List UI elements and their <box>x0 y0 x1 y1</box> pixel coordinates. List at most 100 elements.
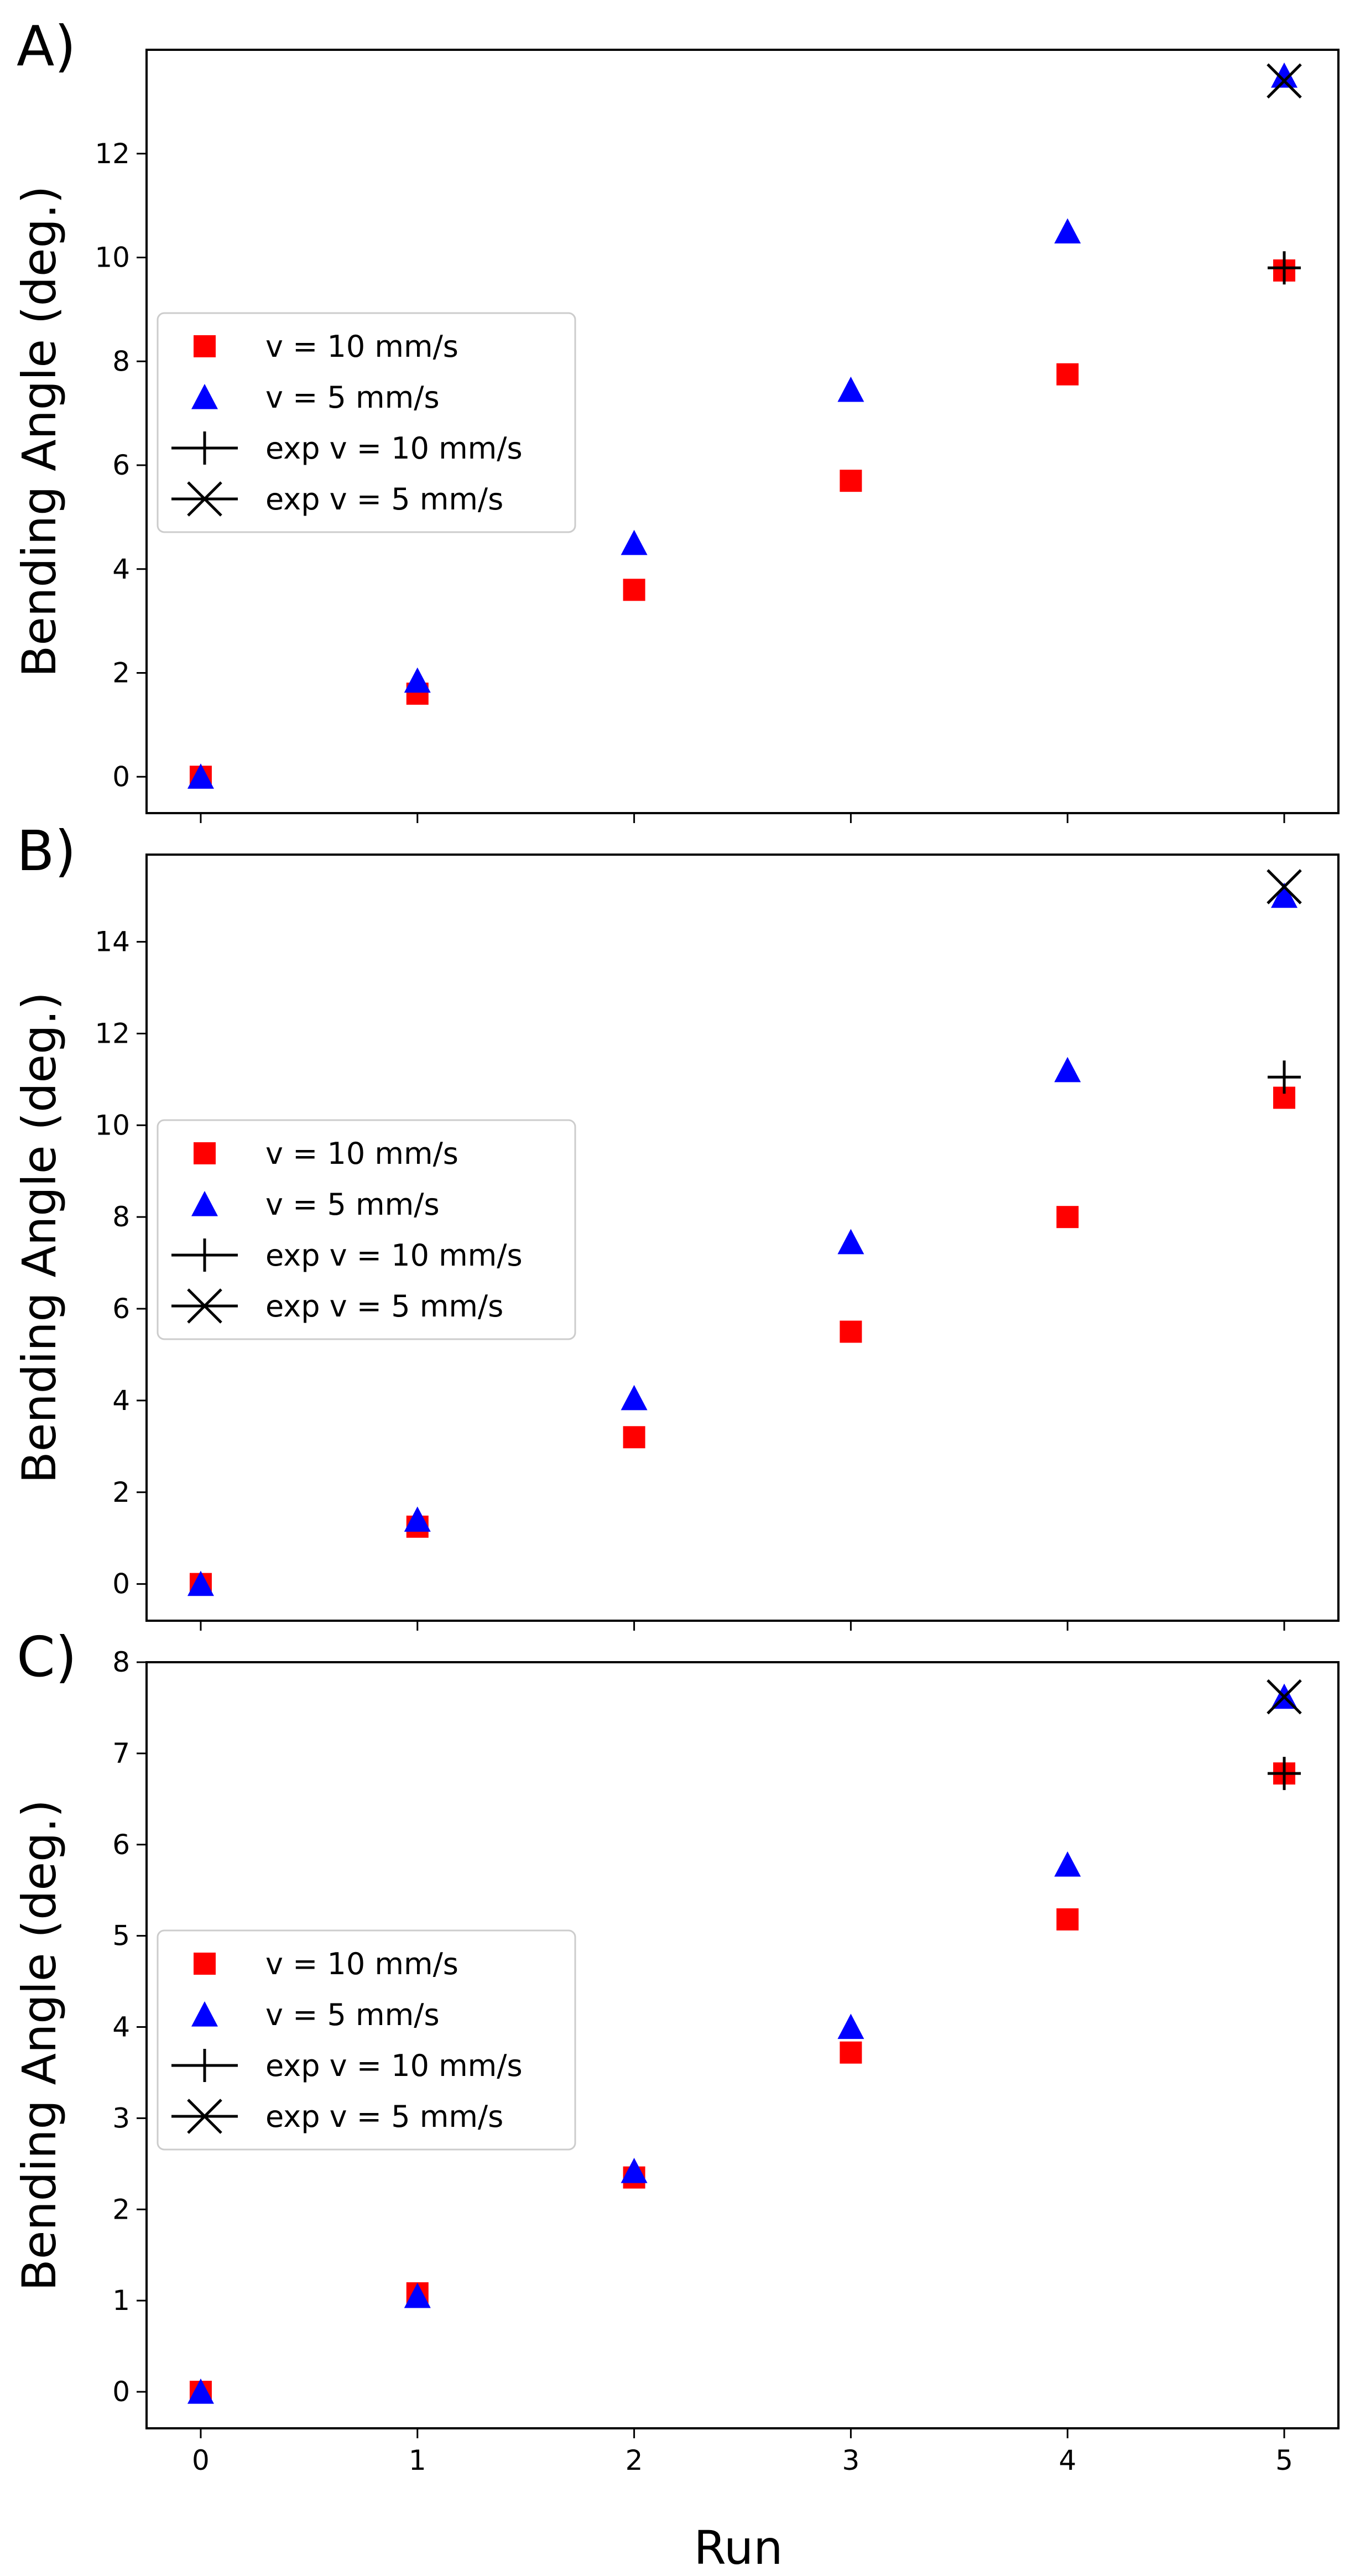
panel-b-y-tick-label: 2 <box>112 1476 130 1508</box>
panel-b-legend-marker <box>188 1238 221 1272</box>
panel-c-x-tick-label: 2 <box>626 2444 643 2476</box>
panel-a-series-3 <box>1267 63 1302 99</box>
panel-a-y-tick-label: 4 <box>112 553 130 585</box>
panel-c-legend-label: v = 10 mm/s <box>265 1947 458 1981</box>
panel-c-legend-label: exp v = 5 mm/s <box>265 2099 503 2134</box>
panel-c-label: C) <box>17 1625 77 1689</box>
panel-c-legend-label: v = 5 mm/s <box>265 1997 440 2032</box>
panel-c-legend-marker <box>188 2049 221 2082</box>
panel-b-legend-label: v = 10 mm/s <box>265 1136 458 1171</box>
panel-b-point <box>1054 1057 1081 1083</box>
panel-b-y-tick-label: 8 <box>112 1201 130 1233</box>
panel-b-y-tick-label: 0 <box>112 1568 130 1600</box>
panel-b-point <box>404 1506 431 1532</box>
panel-c-point <box>404 2282 431 2308</box>
panel-a-y-tick-label: 8 <box>112 345 130 377</box>
panel-c-point <box>837 2013 864 2039</box>
panel-c-x-tick-label: 1 <box>409 2444 426 2476</box>
panel-b-y-axis-title: Bending Angle (deg.) <box>12 992 66 1484</box>
panel-c-y-tick-label: 8 <box>112 1646 130 1678</box>
panel-b-y-tick-label: 10 <box>95 1109 130 1141</box>
panel-b-point <box>1268 1060 1301 1094</box>
panel-a-point <box>840 470 862 492</box>
panel-b-legend-label: exp v = 10 mm/s <box>265 1238 523 1273</box>
panel-b-legend-marker <box>194 1142 216 1164</box>
panel-c-x-tick-label: 4 <box>1059 2444 1076 2476</box>
panel-c-axes-frame <box>145 1661 1340 2429</box>
panel-c-y-axis-title: Bending Angle (deg.) <box>12 1799 66 2291</box>
panel-a-y-tick-label: 6 <box>112 449 130 481</box>
panel-a-point <box>1267 63 1302 99</box>
panel-a-y-tick-label: 10 <box>95 242 130 274</box>
panel-c-series-3 <box>1267 1679 1302 1715</box>
panel-c-point <box>840 2041 862 2064</box>
panel-a-y-tick-label: 12 <box>95 138 130 170</box>
panel-c-series-2 <box>1268 1757 1301 1791</box>
panel-c-legend-label: exp v = 10 mm/s <box>265 2048 523 2083</box>
panel-c-point <box>1056 1908 1079 1930</box>
panel-c-y-tick-label: 6 <box>112 1829 130 1861</box>
panel-b-y-tick-label: 12 <box>95 1017 130 1049</box>
panel-b-series-1 <box>187 882 1298 1596</box>
panel-b-axes-frame <box>145 854 1340 1622</box>
panel-c-x-tick-label: 5 <box>1275 2444 1293 2476</box>
panel-c-legend-box <box>157 1929 576 2151</box>
panel-a-legend: v = 10 mm/s v = 5 mm/s exp v = 10 mm/s exp … <box>157 312 576 533</box>
panel-c-legend-marker <box>194 1953 216 1975</box>
panel-b-y-tick-label: 14 <box>95 926 130 958</box>
panel-c-y-tick-label: 7 <box>112 1737 130 1770</box>
panel-a-point <box>1056 363 1079 386</box>
panel-a-legend-label: exp v = 10 mm/s <box>265 431 523 466</box>
panel-c-point <box>621 2158 648 2183</box>
panel-a-point <box>1054 218 1081 244</box>
panel-b-legend: v = 10 mm/s v = 5 mm/s exp v = 10 mm/s exp … <box>157 1119 576 1340</box>
panel-b-legend-marker <box>191 1191 218 1216</box>
panel-c-point <box>1268 1757 1301 1791</box>
panel-b-point <box>187 1570 214 1596</box>
panel-c-legend: v = 10 mm/s v = 5 mm/s exp v = 10 mm/s exp … <box>157 1929 576 2151</box>
panel-b-point <box>623 1426 645 1449</box>
panel-a-legend-label: v = 5 mm/s <box>265 380 440 415</box>
panel-a-label: A) <box>17 14 76 79</box>
panel-a-legend-marker <box>187 481 222 517</box>
panel-b-legend-label: exp v = 5 mm/s <box>265 1289 503 1324</box>
panel-a-point <box>1268 251 1301 285</box>
panel-a-point <box>837 376 864 402</box>
panel-a-series-2 <box>1268 251 1301 285</box>
panel-a-legend-box <box>157 312 576 533</box>
panel-b: 0 2 4 6 8 10 12 14 Bending Angle (deg.) B) v = 10 … <box>12 819 1340 1631</box>
panel-c: 0 1 2 3 4 5 0 1 2 3 4 5 6 7 8 Bending Angle (deg.) C) v =… <box>12 1625 1340 2476</box>
panel-a-point <box>621 529 648 555</box>
panel-a-axes-frame <box>145 49 1340 814</box>
panel-c-y-tick-label: 4 <box>112 2011 130 2043</box>
panel-c-point <box>1054 1851 1081 1877</box>
panel-c-y-tick-label: 5 <box>112 1920 130 1952</box>
panel-b-label: B) <box>17 819 76 883</box>
panel-c-point <box>187 2379 214 2404</box>
panel-b-y-tick-label: 4 <box>112 1385 130 1417</box>
panel-c-x-tick-label: 0 <box>192 2444 210 2476</box>
panel-a-legend-label: v = 10 mm/s <box>265 329 458 364</box>
panel-c-point <box>1267 1679 1302 1715</box>
panel-b-legend-marker <box>187 1288 222 1324</box>
panel-c-y-tick-label: 2 <box>112 2193 130 2225</box>
panel-a-point <box>623 579 645 601</box>
panel-a-point <box>1271 62 1298 88</box>
panel-a-y-tick-label: 0 <box>112 761 130 793</box>
panel-a-legend-marker <box>188 431 221 465</box>
panel-a-y-axis-title: Bending Angle (deg.) <box>12 186 66 678</box>
panel-a-point <box>187 763 214 789</box>
panel-a-legend-marker <box>194 335 216 357</box>
panel-b-legend-box <box>157 1119 576 1340</box>
panel-c-legend-marker <box>187 2099 222 2134</box>
panel-a-legend-label: exp v = 5 mm/s <box>265 482 503 517</box>
panel-b-series-3 <box>1267 869 1302 904</box>
panel-a: 0 2 4 6 8 10 12 Bending Angle (deg.) A) v = 10 mm… <box>12 14 1340 823</box>
panel-a-point <box>404 667 431 693</box>
panel-b-point <box>621 1385 648 1411</box>
x-axis-title: Run <box>694 2521 783 2574</box>
panel-c-x-tick-label: 3 <box>842 2444 860 2476</box>
panel-b-legend-label: v = 5 mm/s <box>265 1187 440 1222</box>
